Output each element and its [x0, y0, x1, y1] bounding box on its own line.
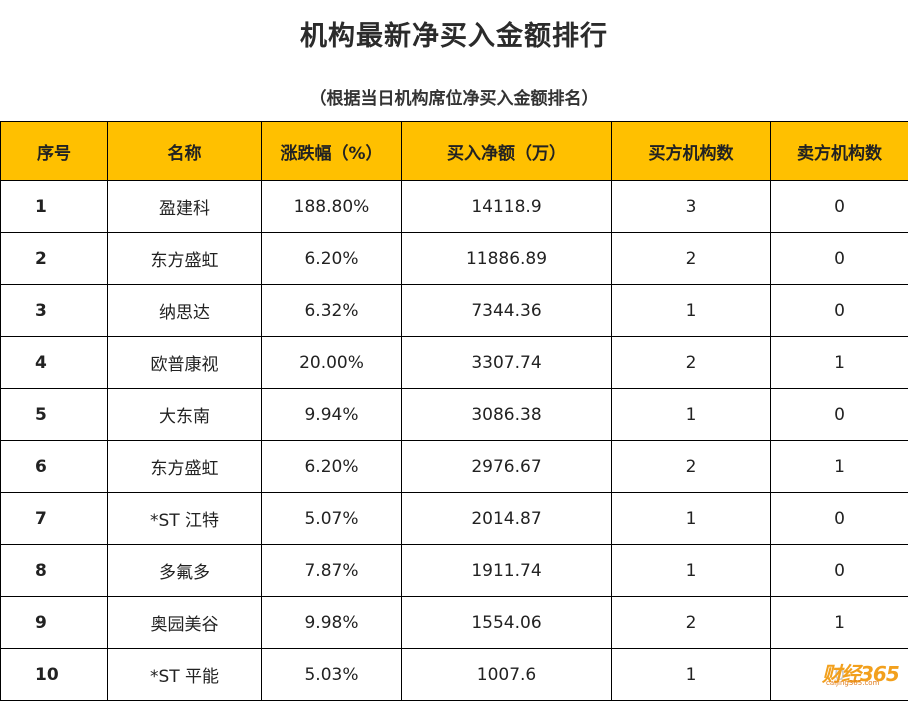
cell-rank: 7 [1, 493, 108, 545]
cell-name: 大东南 [108, 389, 262, 441]
cell-rank: 10 [1, 649, 108, 701]
cell-buyers: 1 [612, 389, 771, 441]
cell-rank: 9 [1, 597, 108, 649]
cell-rank: 3 [1, 285, 108, 337]
cell-change: 6.32% [262, 285, 402, 337]
cell-name: 东方盛虹 [108, 233, 262, 285]
table-header-row: 序号 名称 涨跌幅（%） 买入净额（万） 买方机构数 卖方机构数 [1, 122, 908, 181]
cell-change: 20.00% [262, 337, 402, 389]
cell-sellers: 0 [771, 285, 908, 337]
table-row: 10*ST 平能5.03%1007.610 [1, 649, 908, 701]
header-buyers: 买方机构数 [612, 122, 771, 181]
cell-sellers: 0 [771, 181, 908, 233]
cell-name: 纳思达 [108, 285, 262, 337]
cell-sellers: 1 [771, 337, 908, 389]
header-no: 序号 [1, 122, 108, 181]
cell-net-buy: 2976.67 [402, 441, 612, 493]
cell-change: 5.03% [262, 649, 402, 701]
cell-name: *ST 平能 [108, 649, 262, 701]
page-subtitle: （根据当日机构席位净买入金额排名） [0, 84, 908, 109]
page-title: 机构最新净买入金额排行 [0, 14, 908, 53]
cell-change: 6.20% [262, 233, 402, 285]
cell-sellers: 0 [771, 545, 908, 597]
cell-net-buy: 14118.9 [402, 181, 612, 233]
cell-change: 9.94% [262, 389, 402, 441]
cell-rank: 5 [1, 389, 108, 441]
cell-buyers: 1 [612, 545, 771, 597]
cell-buyers: 1 [612, 285, 771, 337]
header-net-buy: 买入净额（万） [402, 122, 612, 181]
cell-sellers: 0 [771, 389, 908, 441]
cell-net-buy: 3086.38 [402, 389, 612, 441]
cell-net-buy: 2014.87 [402, 493, 612, 545]
cell-name: 盈建科 [108, 181, 262, 233]
cell-buyers: 2 [612, 597, 771, 649]
cell-rank: 2 [1, 233, 108, 285]
watermark-logo: 财经365 caijing365.com [822, 658, 904, 688]
cell-rank: 8 [1, 545, 108, 597]
cell-name: 奥园美谷 [108, 597, 262, 649]
cell-rank: 6 [1, 441, 108, 493]
cell-rank: 1 [1, 181, 108, 233]
cell-buyers: 1 [612, 649, 771, 701]
cell-change: 188.80% [262, 181, 402, 233]
watermark-site: caijing365.com [826, 679, 879, 687]
cell-net-buy: 11886.89 [402, 233, 612, 285]
cell-net-buy: 1911.74 [402, 545, 612, 597]
cell-change: 6.20% [262, 441, 402, 493]
header-name: 名称 [108, 122, 262, 181]
cell-name: *ST 江特 [108, 493, 262, 545]
cell-name: 多氟多 [108, 545, 262, 597]
cell-net-buy: 3307.74 [402, 337, 612, 389]
cell-name: 东方盛虹 [108, 441, 262, 493]
cell-change: 9.98% [262, 597, 402, 649]
cell-sellers: 1 [771, 441, 908, 493]
cell-change: 5.07% [262, 493, 402, 545]
cell-change: 7.87% [262, 545, 402, 597]
cell-buyers: 1 [612, 493, 771, 545]
cell-buyers: 3 [612, 181, 771, 233]
header-change: 涨跌幅（%） [262, 122, 402, 181]
cell-net-buy: 7344.36 [402, 285, 612, 337]
cell-net-buy: 1007.6 [402, 649, 612, 701]
header-sellers: 卖方机构数 [771, 122, 908, 181]
cell-sellers: 0 [771, 233, 908, 285]
cell-buyers: 2 [612, 337, 771, 389]
cell-rank: 4 [1, 337, 108, 389]
cell-sellers: 1 [771, 597, 908, 649]
cell-net-buy: 1554.06 [402, 597, 612, 649]
cell-buyers: 2 [612, 233, 771, 285]
cell-buyers: 2 [612, 441, 771, 493]
cell-name: 欧普康视 [108, 337, 262, 389]
cell-sellers: 0 [771, 493, 908, 545]
